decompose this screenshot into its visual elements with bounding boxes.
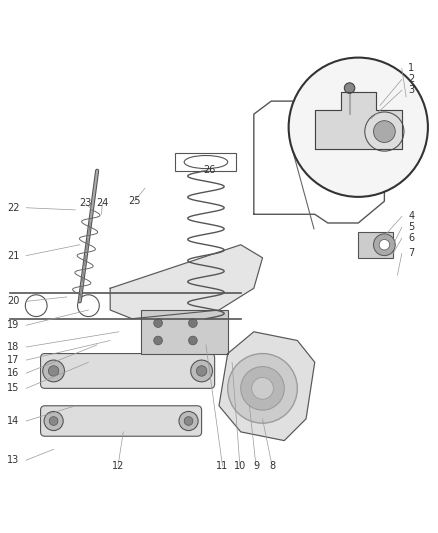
Text: 1: 1 [408, 63, 414, 74]
Bar [176, 154, 237, 171]
Text: 20: 20 [7, 296, 20, 306]
Text: 14: 14 [7, 416, 20, 426]
Circle shape [241, 367, 284, 410]
Circle shape [154, 319, 162, 327]
Circle shape [252, 377, 273, 399]
Text: 23: 23 [79, 198, 91, 208]
Text: 16: 16 [7, 368, 20, 378]
Circle shape [44, 411, 63, 431]
FancyBboxPatch shape [41, 353, 215, 389]
Text: 3: 3 [408, 85, 414, 95]
FancyBboxPatch shape [41, 406, 201, 436]
Text: 22: 22 [7, 203, 20, 213]
Text: 15: 15 [7, 383, 20, 393]
Circle shape [43, 360, 64, 382]
Text: 8: 8 [269, 461, 275, 471]
Polygon shape [110, 245, 262, 319]
Circle shape [365, 112, 404, 151]
Text: 25: 25 [128, 196, 141, 206]
Circle shape [289, 58, 428, 197]
Text: 26: 26 [203, 165, 215, 175]
Polygon shape [315, 92, 402, 149]
Text: 6: 6 [408, 233, 414, 243]
Circle shape [179, 411, 198, 431]
Bar [141, 310, 228, 353]
Text: 4: 4 [408, 212, 414, 221]
Circle shape [344, 83, 355, 93]
Circle shape [379, 239, 390, 250]
Text: 11: 11 [216, 461, 229, 471]
Circle shape [191, 360, 212, 382]
Circle shape [154, 336, 162, 345]
Text: 7: 7 [408, 248, 415, 259]
Text: 24: 24 [96, 198, 109, 208]
Circle shape [48, 366, 59, 376]
Text: 12: 12 [112, 461, 124, 471]
Text: 19: 19 [7, 320, 20, 330]
Circle shape [228, 353, 297, 423]
Text: 10: 10 [234, 461, 246, 471]
Circle shape [188, 319, 197, 327]
Text: 18: 18 [7, 342, 20, 352]
Circle shape [188, 336, 197, 345]
Circle shape [184, 417, 193, 425]
Text: 9: 9 [253, 461, 259, 471]
Text: 2: 2 [408, 75, 415, 84]
Polygon shape [219, 332, 315, 441]
Circle shape [49, 417, 58, 425]
Text: 5: 5 [408, 222, 415, 232]
Text: 17: 17 [7, 355, 20, 365]
Bar [358, 232, 393, 258]
Text: 21: 21 [7, 251, 20, 261]
Circle shape [374, 120, 395, 142]
Text: 13: 13 [7, 455, 20, 465]
Circle shape [196, 366, 207, 376]
Circle shape [374, 234, 395, 256]
